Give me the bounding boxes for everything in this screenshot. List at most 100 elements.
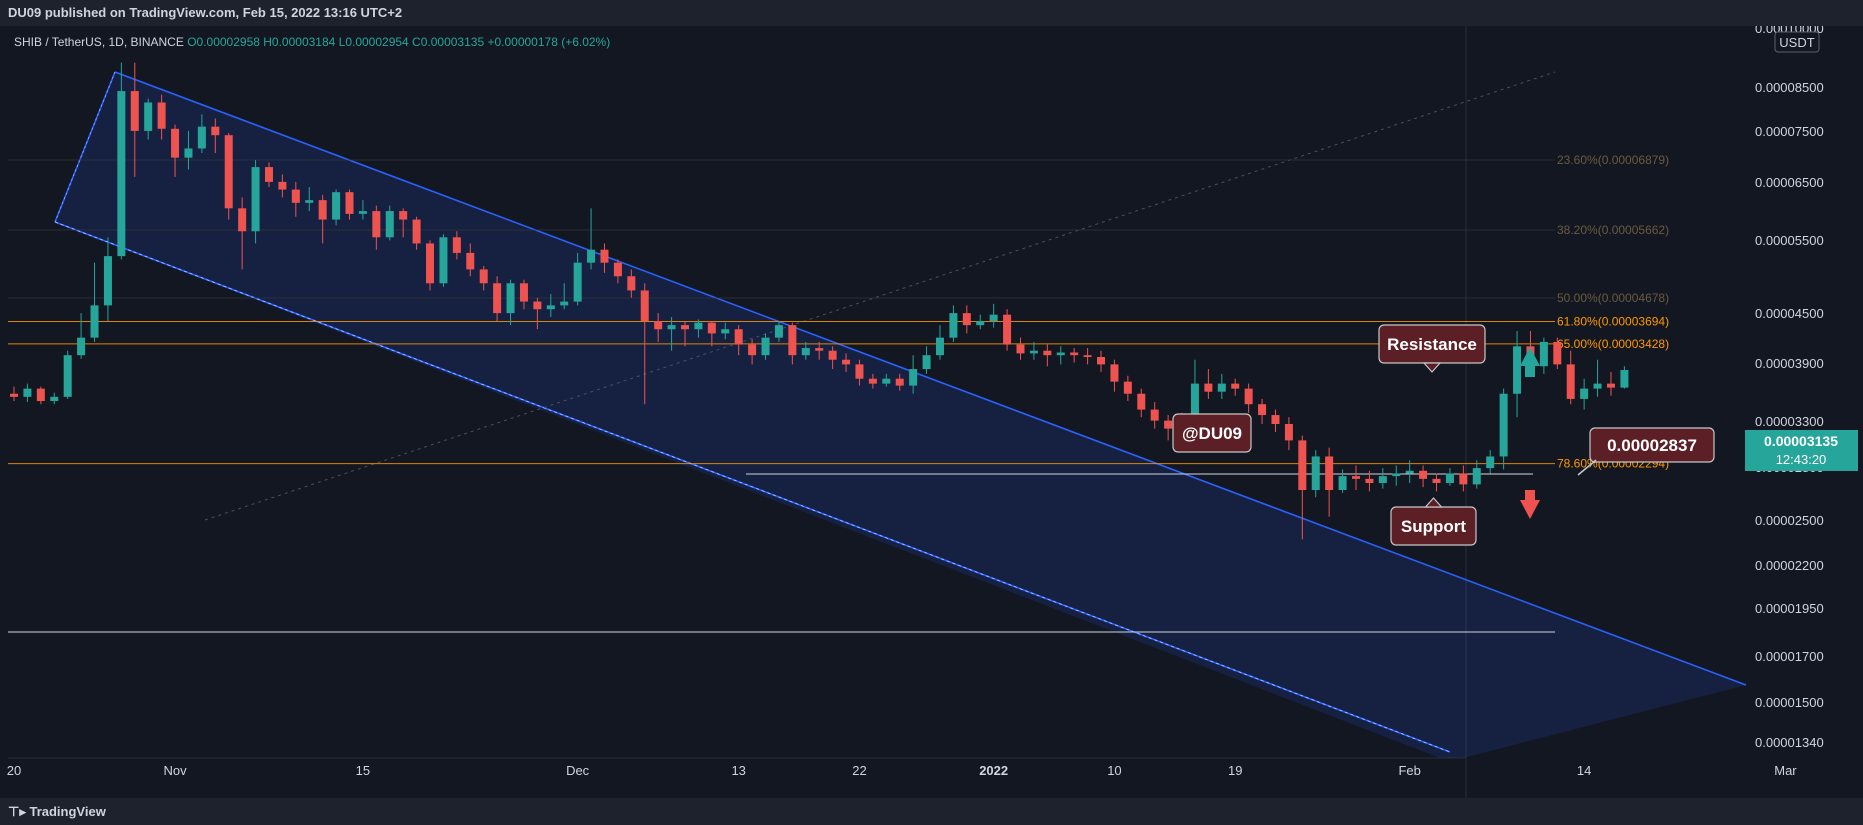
time-tick-8: 19 <box>1228 763 1242 778</box>
candle-body <box>412 219 421 244</box>
candle-2022-02-05 <box>1459 465 1468 492</box>
time-tick-0: 20 <box>7 763 21 778</box>
grid-lines <box>8 26 1863 798</box>
candle-2022-01-19 <box>1231 378 1240 396</box>
candle-2022-01-08 <box>1083 348 1092 365</box>
candle-2022-01-25 <box>1311 450 1320 498</box>
candle-body <box>1164 420 1173 429</box>
candle-2022-01-24 <box>1298 435 1307 540</box>
candle-2021-11-06 <box>238 197 247 270</box>
candle-body <box>1486 456 1495 469</box>
candle-body <box>1029 350 1038 354</box>
fib-label-1: 38.20%(0.00005662) <box>1557 223 1669 237</box>
fib-label-3: 61.80%(0.00003694) <box>1557 315 1669 329</box>
support-label-text: Support <box>1401 517 1466 536</box>
candle-body <box>721 329 730 334</box>
candle-2021-11-09 <box>278 174 287 198</box>
fib-label-2: 50.00%(0.00004678) <box>1557 291 1669 305</box>
candle-2021-12-08 <box>667 317 676 351</box>
candle-body <box>1298 440 1307 491</box>
candle-body <box>318 200 327 220</box>
candle-2022-01-03 <box>1016 337 1025 360</box>
candle-body <box>1445 473 1454 483</box>
price-tick-2: 0.00007500 <box>1755 124 1824 139</box>
time-axis[interactable]: 20 Nov 15 Dec 13 22 2022 10 19 Feb 14 Mar <box>7 763 1798 778</box>
candle-2022-01-21 <box>1258 398 1267 425</box>
candle-2021-10-29 <box>130 62 139 177</box>
descending-channel <box>54 71 1747 758</box>
candle-2021-12-23 <box>868 373 877 389</box>
candle-body <box>1338 476 1347 491</box>
candle-2022-01-01 <box>989 303 998 328</box>
candle-2021-12-05 <box>627 269 636 298</box>
candle-2022-01-10 <box>1110 359 1119 392</box>
candle-body <box>1606 383 1615 388</box>
candle-2021-11-14 <box>345 189 354 220</box>
candle-body <box>707 322 716 334</box>
candle-body <box>546 305 555 310</box>
fib-label-4: 65.00%(0.00003428) <box>1557 337 1669 351</box>
candle-body <box>1539 341 1548 367</box>
candle-body <box>533 301 542 310</box>
candle-body <box>1070 352 1079 356</box>
candle-body <box>801 348 810 356</box>
candle-body <box>868 378 877 384</box>
candle-body <box>23 388 32 397</box>
candle-2022-01-22 <box>1271 409 1280 433</box>
candle-2021-11-16 <box>372 205 381 250</box>
candlestick-chart[interactable]: 23.60%(0.00006879) 38.20%(0.00005662) 50.0… <box>0 26 1863 798</box>
time-tick-2: 15 <box>356 763 370 778</box>
candle-body <box>774 325 783 338</box>
time-tick-3: Dec <box>566 763 590 778</box>
support-label-pointer <box>1424 497 1443 508</box>
candle-2021-12-28 <box>935 325 944 360</box>
candle-body <box>909 369 918 386</box>
candle-2021-10-30 <box>144 98 153 140</box>
last-price-box <box>1745 430 1858 471</box>
candle-2021-12-31 <box>976 314 985 330</box>
candle-body <box>171 128 180 158</box>
candle-2021-11-25 <box>493 276 502 322</box>
candle-body <box>1244 388 1253 405</box>
target-price-label-text: 0.00002837 <box>1607 436 1697 455</box>
candles <box>10 62 1629 540</box>
price-axis[interactable]: 0.00010000 0.00008500 0.00007500 0.00006500… <box>1745 26 1858 750</box>
time-tick-5: 22 <box>852 763 866 778</box>
candle-2022-02-02 <box>1419 465 1428 488</box>
candle-body <box>654 321 663 330</box>
candle-2022-02-09 <box>1513 330 1522 418</box>
candle-body <box>1271 415 1280 425</box>
candle-body <box>1365 478 1374 483</box>
candle-2022-02-16 <box>1606 371 1615 396</box>
ohlc-values: O0.00002958 H0.00003184 L0.00002954 C0.0… <box>187 35 611 49</box>
price-tick-13: 0.00001500 <box>1755 695 1824 710</box>
candle-2021-11-05 <box>224 133 233 220</box>
price-tick-11: 0.00001950 <box>1755 601 1824 616</box>
candle-2021-12-26 <box>909 355 918 394</box>
candle-body <box>1137 393 1146 410</box>
candle-body <box>1043 350 1052 356</box>
candle-2021-11-18 <box>399 208 408 238</box>
time-tick-4: 13 <box>731 763 745 778</box>
candle-body <box>10 393 18 397</box>
candle-2021-11-20 <box>426 240 435 291</box>
last-price-value: 0.00003135 <box>1764 433 1838 449</box>
price-tick-7: 0.00003300 <box>1755 414 1824 429</box>
candle-2021-12-20 <box>828 346 837 370</box>
publish-header: DU09 published on TradingView.com, Feb 1… <box>0 0 1863 26</box>
footer-bar: ⊤▸ TradingView <box>0 798 1863 825</box>
candle-body <box>345 192 354 214</box>
candle-body <box>1258 404 1267 416</box>
candle-body <box>50 396 59 402</box>
price-tick-4: 0.00005500 <box>1755 233 1824 248</box>
candle-2021-10-25 <box>77 313 86 359</box>
candle-body <box>1150 409 1159 421</box>
time-tick-9: Feb <box>1398 763 1420 778</box>
tradingview-logo[interactable]: ⊤▸ TradingView <box>8 804 106 820</box>
candle-2021-12-25 <box>895 373 904 391</box>
candle-2022-01-29 <box>1365 470 1374 492</box>
candle-2021-11-02 <box>184 130 193 170</box>
countdown-value: 12:43:20 <box>1776 452 1827 467</box>
candle-body <box>358 211 367 214</box>
candle-body <box>627 276 636 291</box>
